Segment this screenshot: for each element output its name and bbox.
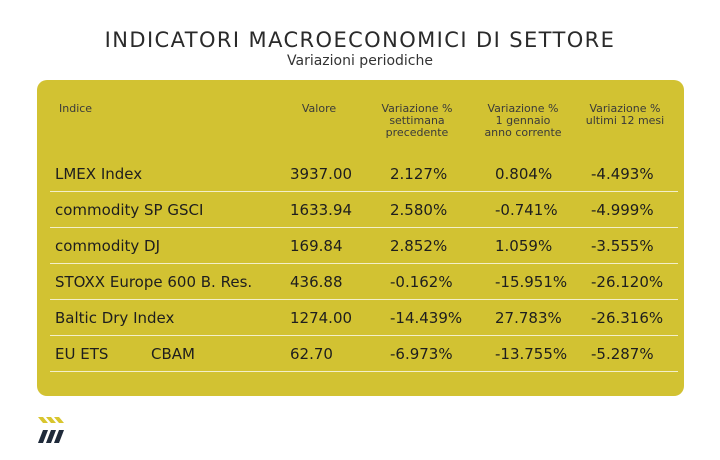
row-name-extra: CBAM bbox=[151, 345, 195, 363]
row-ytd-change: 1.059% bbox=[495, 237, 553, 255]
row-yearly-change: -26.316% bbox=[591, 309, 664, 327]
row-yearly-change: -26.120% bbox=[591, 273, 664, 291]
row-value: 62.70 bbox=[290, 345, 333, 363]
row-weekly-change: 2.127% bbox=[390, 165, 448, 183]
header-weekly-change: Variazione % settimana precedente bbox=[367, 103, 467, 139]
header-value-label: Valore bbox=[301, 102, 337, 115]
row-weekly-change: 2.852% bbox=[390, 237, 448, 255]
table-row: commodity SP GSCI 1633.94 2.580% -0.741%… bbox=[50, 191, 678, 228]
header-yearly-change: Variazione % ultimi 12 mesi bbox=[577, 103, 673, 127]
row-yearly-change: -3.555% bbox=[591, 237, 654, 255]
table-row: STOXX Europe 600 B. Res. 436.88 -0.162% … bbox=[50, 263, 678, 300]
table-row: LMEX Index 3937.00 2.127% 0.804% -4.493% bbox=[50, 155, 678, 192]
row-ytd-change: -13.755% bbox=[495, 345, 568, 363]
row-value: 1633.94 bbox=[290, 201, 353, 219]
table-row: Baltic Dry Index 1274.00 -14.439% 27.783… bbox=[50, 299, 678, 336]
row-value: 169.84 bbox=[290, 237, 343, 255]
row-name: Baltic Dry Index bbox=[55, 309, 175, 327]
row-yearly-change: -5.287% bbox=[591, 345, 654, 363]
row-ytd-change: 27.783% bbox=[495, 309, 562, 327]
row-ytd-change: -0.741% bbox=[495, 201, 558, 219]
header-value: Valore bbox=[299, 103, 339, 115]
header-ytd-line-3: anno corrente bbox=[484, 126, 562, 139]
table-row-empty bbox=[50, 371, 678, 407]
row-name: commodity SP GSCI bbox=[55, 201, 204, 219]
row-name: EU ETS bbox=[55, 345, 109, 363]
header-index-label: Indice bbox=[59, 102, 93, 115]
header-weekly-line-1: Variazione % bbox=[381, 102, 453, 115]
row-value: 436.88 bbox=[290, 273, 343, 291]
row-value: 3937.00 bbox=[290, 165, 353, 183]
row-name: LMEX Index bbox=[55, 165, 143, 183]
row-weekly-change: -0.162% bbox=[390, 273, 453, 291]
row-name: STOXX Europe 600 B. Res. bbox=[55, 273, 253, 291]
row-name: commodity DJ bbox=[55, 237, 161, 255]
row-weekly-change: 2.580% bbox=[390, 201, 448, 219]
row-yearly-change: -4.493% bbox=[591, 165, 654, 183]
row-value: 1274.00 bbox=[290, 309, 353, 327]
row-weekly-change: -14.439% bbox=[390, 309, 463, 327]
header-yearly-line-2: ultimi 12 mesi bbox=[585, 114, 665, 127]
header-ytd-line-1: Variazione % bbox=[487, 102, 559, 115]
row-weekly-change: -6.973% bbox=[390, 345, 453, 363]
header-yearly-line-1: Variazione % bbox=[589, 102, 661, 115]
header-ytd-change: Variazione % 1 gennaio anno corrente bbox=[473, 103, 573, 139]
header-weekly-line-2: settimana bbox=[389, 114, 445, 127]
table-row: commodity DJ 169.84 2.852% 1.059% -3.555… bbox=[50, 227, 678, 264]
double-chevron-logo-icon bbox=[36, 414, 70, 446]
header-index: Indice bbox=[59, 103, 92, 115]
header-ytd-line-2: 1 gennaio bbox=[495, 114, 551, 127]
header-weekly-line-3: precedente bbox=[385, 126, 449, 139]
page-subtitle: Variazioni periodiche bbox=[287, 53, 433, 69]
row-ytd-change: 0.804% bbox=[495, 165, 553, 183]
table-row: EU ETS CBAM 62.70 -6.973% -13.755% -5.28… bbox=[50, 335, 678, 372]
indicators-table-card: Indice Valore Variazione % settimana pre… bbox=[37, 80, 684, 396]
row-yearly-change: -4.999% bbox=[591, 201, 654, 219]
row-ytd-change: -15.951% bbox=[495, 273, 568, 291]
page-title: INDICATORI MACROECONOMICI DI SETTORE bbox=[104, 28, 616, 52]
